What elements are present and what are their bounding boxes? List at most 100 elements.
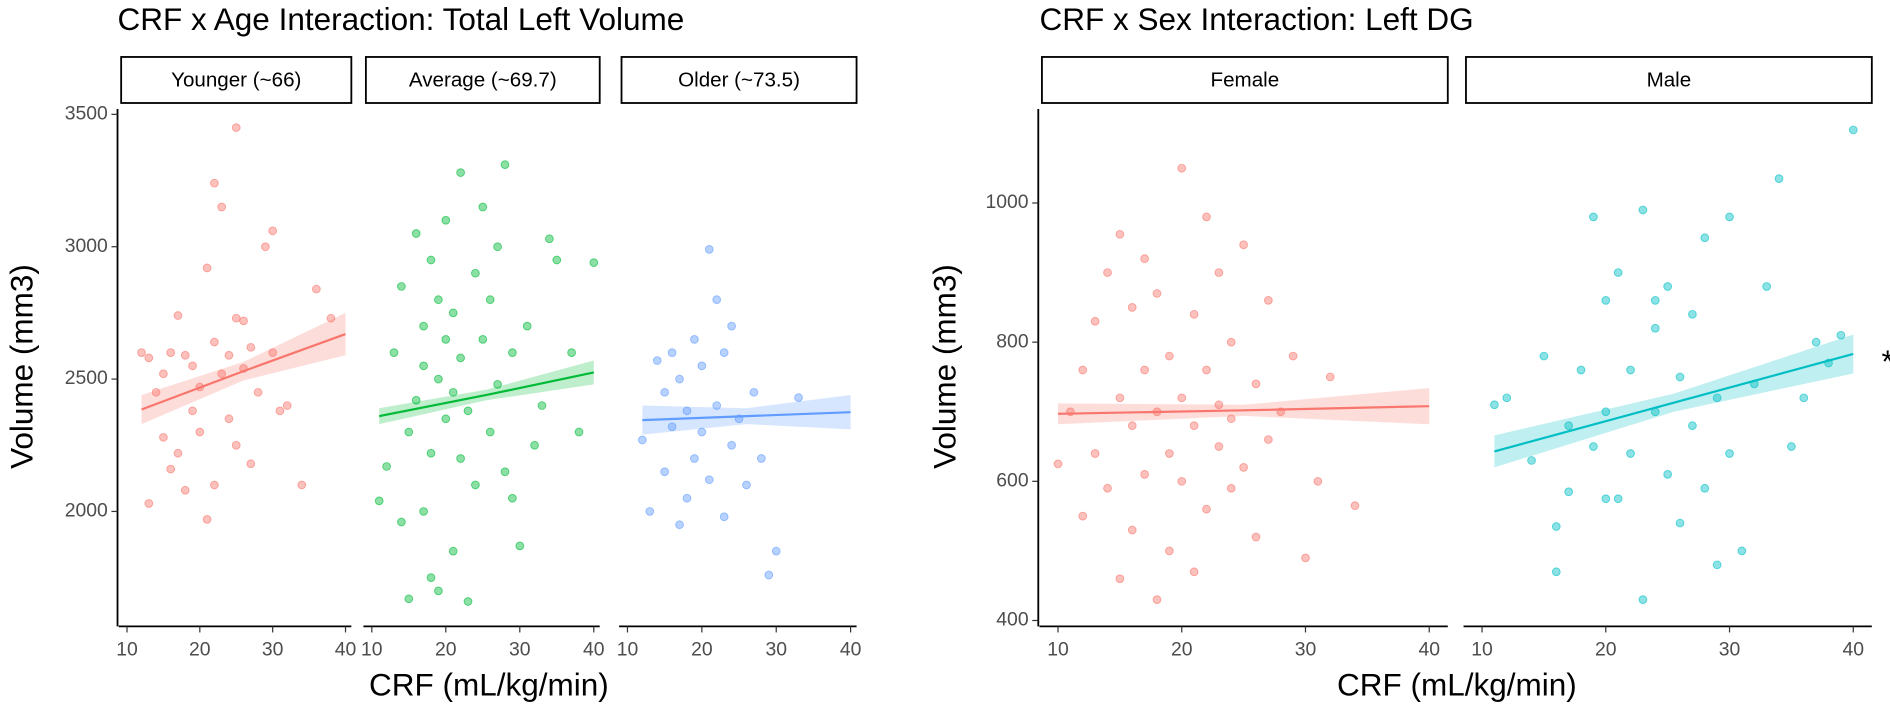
point [1165,449,1174,458]
point [1848,125,1858,135]
point [411,229,421,238]
point [1601,407,1611,417]
point [268,348,278,357]
point [667,348,677,357]
point [1264,435,1273,444]
point [137,348,146,357]
point [1078,365,1088,375]
point [574,427,584,437]
point [1700,233,1710,243]
point [275,406,285,416]
point [1053,459,1063,469]
point [719,348,729,357]
chart-title: CRF x Sex Interaction: Left DG [1040,1,1474,37]
point [1490,400,1499,410]
point [144,499,154,508]
point [411,395,421,405]
point [794,393,803,402]
point [441,414,451,424]
point [374,496,384,506]
annotation: * [1882,343,1890,379]
point [530,440,539,450]
fit-line [642,411,851,422]
point [217,202,227,212]
point [224,414,234,424]
point [1152,289,1162,298]
point [1539,351,1549,361]
point [426,255,436,265]
point [1650,296,1660,305]
point [419,321,428,331]
confidence-band [379,360,594,425]
point [231,313,241,323]
point [246,459,256,469]
point [764,570,774,580]
point [500,160,510,170]
point [151,387,161,397]
point [1589,442,1598,451]
x-tick-label: 40 [335,639,357,661]
point [1115,393,1125,403]
x-tick-label: 40 [1418,639,1440,661]
point [712,295,722,305]
strip-label: Younger (~66) [171,69,301,92]
point [1650,323,1660,333]
point [210,178,219,188]
point [268,226,278,236]
x-tick-label: 20 [1171,639,1193,661]
point [1737,546,1747,556]
point [1127,525,1137,535]
point [1152,595,1162,604]
point [210,337,219,347]
point [1613,268,1623,277]
point [1177,476,1187,486]
point [1688,309,1697,319]
point [1589,212,1598,222]
point [471,268,480,278]
point [1313,476,1323,486]
x-tick-label: 40 [1842,639,1864,661]
point [1140,469,1149,479]
fit-line [1494,352,1854,453]
point [159,432,168,442]
strip-box [1041,56,1449,104]
point [471,480,480,490]
point [1251,532,1261,542]
point [1502,393,1512,403]
x-tick-label: 20 [1595,639,1617,661]
point [1712,393,1722,403]
point [485,295,495,305]
point [1527,456,1536,465]
point [1214,400,1224,410]
point [261,242,270,252]
point [382,462,391,471]
x-tick-label: 20 [189,639,211,661]
point [1165,546,1174,556]
point [231,440,241,450]
point [682,493,692,503]
x-tick-label: 40 [583,639,605,661]
point [1836,330,1846,340]
point [1165,351,1174,361]
point [239,316,248,326]
point [697,361,707,371]
confidence-band [1494,334,1854,468]
point [719,512,729,522]
point [419,361,428,371]
point [180,485,190,495]
point [282,401,292,410]
y-tick-label: 3000 [65,235,108,257]
point [456,353,465,363]
point [166,464,176,474]
point [660,387,670,397]
point [1140,365,1149,375]
point [1564,421,1574,431]
point [1214,268,1224,277]
point [704,245,714,254]
point [1663,469,1673,479]
point [682,406,692,416]
point [1189,421,1199,431]
strip-box [620,56,858,104]
point [537,401,547,410]
